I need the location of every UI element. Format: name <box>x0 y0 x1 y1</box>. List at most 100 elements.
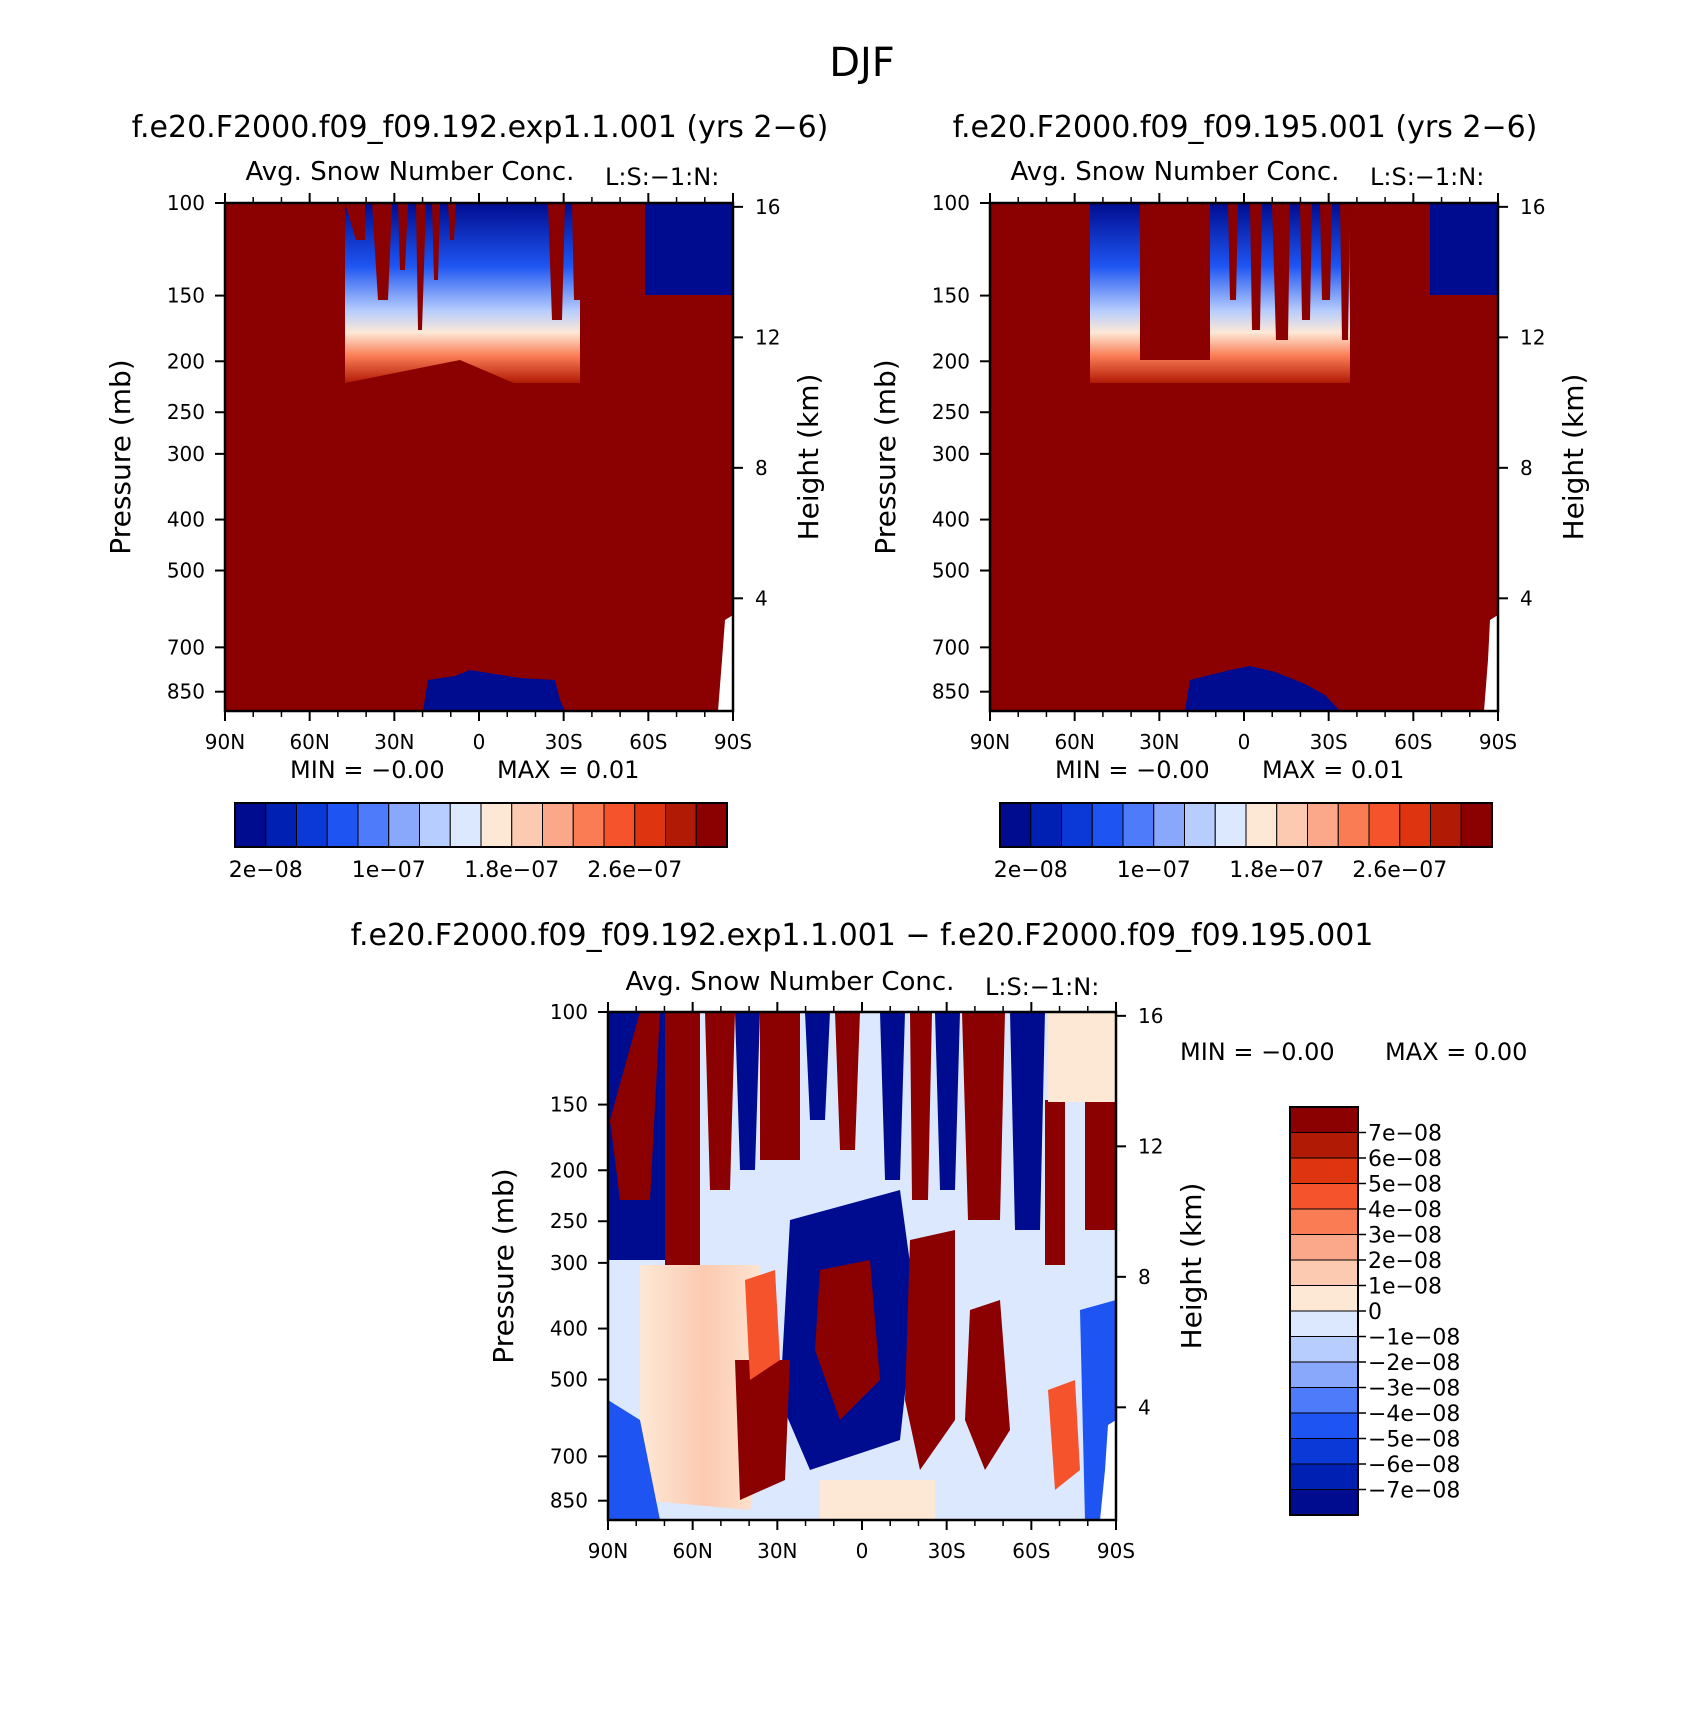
panel_diff-ytick-label: 100 <box>550 1000 588 1024</box>
panel_a-colorbar-box <box>357 802 390 848</box>
panel_b-colorbar-box <box>1245 802 1278 848</box>
panel_a-colorbar-label: 1.8e−07 <box>464 858 559 883</box>
panel-diff-field <box>608 1012 1116 1520</box>
panel_a-colorbar-box <box>326 802 359 848</box>
panel_diff-colorbar-label: −2e−08 <box>1368 1351 1460 1376</box>
panel_diff-colorbar-box <box>1289 1387 1359 1414</box>
panel_b-ytick-label: 100 <box>932 191 970 215</box>
panel_b-colorbar-box <box>1430 802 1462 848</box>
panel_b-ylabel: Pressure (mb) <box>869 359 902 554</box>
panel_a-colorbar-box <box>603 802 636 848</box>
panel-b-max-label: MAX = 0.01 <box>1262 756 1404 784</box>
panel_a-colorbar-box <box>572 802 605 848</box>
panel_diff-colorbar-box <box>1289 1234 1359 1261</box>
panel_b-colorbar-label: 1e−07 <box>1117 858 1191 883</box>
panel_diff-colorbar-box <box>1289 1412 1359 1439</box>
panel-b-upper-blue-right <box>1430 203 1498 295</box>
panel_a-colorbar-box <box>511 802 543 848</box>
panel_b-ytick-label: 400 <box>932 508 970 532</box>
panel_a-ytick-label: 500 <box>167 559 205 583</box>
panel_a-colorbar-box <box>419 802 451 848</box>
panel_b-colorbar-box <box>1307 802 1339 848</box>
panel_a-ytick-label: 400 <box>167 508 205 532</box>
panel_diff-colorbar-label: −3e−08 <box>1368 1377 1460 1402</box>
panel_diff-colorbar-label: 0 <box>1368 1300 1382 1325</box>
panel_diff-yrtick-label: 12 <box>1138 1134 1163 1158</box>
panel_diff-ytick-label: 500 <box>550 1368 588 1392</box>
panel-diff-corner-label: L:S:−1:N: <box>985 973 1099 1001</box>
panel_b-colorbar-label: 2.6e−07 <box>1352 858 1447 883</box>
panel_b-colorbar-box <box>1122 802 1155 848</box>
panel-a-title: f.e20.F2000.f09_f09.192.exp1.1.001 (yrs … <box>132 110 829 145</box>
panel_a-colorbar-box <box>296 802 328 848</box>
panel_b-ytick-label: 150 <box>932 284 970 308</box>
panel_a-colorbar-label: 2e−08 <box>229 858 303 883</box>
panel_diff-ytick-label: 400 <box>550 1317 588 1341</box>
panel_a-colorbar-box <box>388 802 420 848</box>
panel_diff-colorbar-label: −5e−08 <box>1368 1428 1460 1453</box>
panel_a-axes: 100 150 200 250 300 400 500 700 850 16 12 8 4 90N 60N 3… <box>104 191 825 754</box>
panel_b-ylabel-right: Height (km) <box>1557 374 1590 541</box>
panel_b-xtick-label: 90S <box>1479 730 1517 754</box>
panel-diff-lower-peach-strip <box>820 1480 935 1520</box>
panel_diff-colorbar-box <box>1289 1310 1359 1337</box>
panel_b-xtick-label: 60N <box>1054 730 1094 754</box>
panel_diff-colorbar-label: −1e−08 <box>1368 1326 1460 1351</box>
panel_b-colorbar-box <box>1337 802 1370 848</box>
panel-a-lower-blue <box>423 670 565 711</box>
panel_diff-colorbar-box <box>1289 1361 1359 1388</box>
panel_diff-xtick-label: 30S <box>928 1539 966 1563</box>
panel-a-max-label: MAX = 0.01 <box>497 756 639 784</box>
panel_a-ytick-label: 700 <box>167 635 205 659</box>
panel_b-ytick-label: 200 <box>932 349 970 373</box>
panel-a-red-columns <box>345 203 733 440</box>
panel-diff-right-edge-white <box>1100 1420 1116 1520</box>
panel_diff-colorbar-box <box>1289 1336 1359 1363</box>
panel_diff-xtick-label: 0 <box>856 1539 869 1563</box>
panel-diff-title: f.e20.F2000.f09_f09.192.exp1.1.001 − f.e… <box>351 918 1374 953</box>
panel_a-colorbar-frame <box>234 802 728 848</box>
panel_diff-ytick-label: 200 <box>550 1158 588 1182</box>
panel_diff-xtick-label: 90S <box>1097 1539 1135 1563</box>
panel_diff-colorbar-box <box>1289 1463 1359 1490</box>
panel_a-ytick-label: 200 <box>167 349 205 373</box>
panel_b-colorbar-box <box>1061 802 1093 848</box>
panel_diff-colorbar-box <box>1289 1157 1359 1184</box>
panel_diff-colorbar-label: 6e−08 <box>1368 1147 1442 1172</box>
panel-b-field <box>990 203 1498 711</box>
panel_diff-xtick-label: 60N <box>672 1539 712 1563</box>
panel_b-colorbar-box <box>1184 802 1216 848</box>
panel_diff-colorbar: 7e−086e−085e−084e−083e−082e−081e−080−1e−… <box>1289 1106 1460 1516</box>
panel_a-xtick-label: 30S <box>545 730 583 754</box>
panel_a-xtick-label: 60S <box>629 730 667 754</box>
panel-diff-lower-dark-red <box>735 1230 1010 1500</box>
panel_a-ytick-label: 150 <box>167 284 205 308</box>
panel_a-ytick-label: 250 <box>167 400 205 424</box>
panel_a-ytick-label: 850 <box>167 680 205 704</box>
panel_b-colorbar-box <box>1276 802 1308 848</box>
panel_b-xtick-label: 30S <box>1310 730 1348 754</box>
panel_diff-colorbar-label: 7e−08 <box>1368 1122 1442 1147</box>
panel_diff-ytick-label: 250 <box>550 1209 588 1233</box>
panel-diff-subtitle: Avg. Snow Number Conc. <box>626 967 955 997</box>
panel_diff-colorbar-label: −4e−08 <box>1368 1402 1460 1427</box>
panel_a-ytick-label: 300 <box>167 442 205 466</box>
panel_b-colorbar-box <box>1368 802 1401 848</box>
panel_b-yrtick-label: 16 <box>1520 195 1545 219</box>
panel-b-subtitle: Avg. Snow Number Conc. <box>1011 157 1340 187</box>
panel-a-lower-red-slope <box>345 360 600 420</box>
panel_diff-colorbar-label: −6e−08 <box>1368 1453 1460 1478</box>
panel-b: f.e20.F2000.f09_f09.195.001 (yrs 2−6) Av… <box>953 110 1538 711</box>
panel-b-title: f.e20.F2000.f09_f09.195.001 (yrs 2−6) <box>953 110 1538 145</box>
panel_a-colorbar-box <box>542 802 574 848</box>
panel_b-ytick-label: 500 <box>932 559 970 583</box>
panel_diff-ytick-label: 300 <box>550 1251 588 1275</box>
panel_diff-colorbar-box <box>1289 1183 1359 1210</box>
panel_diff-ytick-label: 150 <box>550 1093 588 1117</box>
page-title: DJF <box>829 40 895 86</box>
panel_diff-colorbar-label: −7e−08 <box>1368 1479 1460 1504</box>
panel_diff-colorbar-box <box>1289 1438 1359 1465</box>
panel_diff-xtick-label: 60S <box>1012 1539 1050 1563</box>
panel-b-right-edge-white <box>1484 615 1498 711</box>
